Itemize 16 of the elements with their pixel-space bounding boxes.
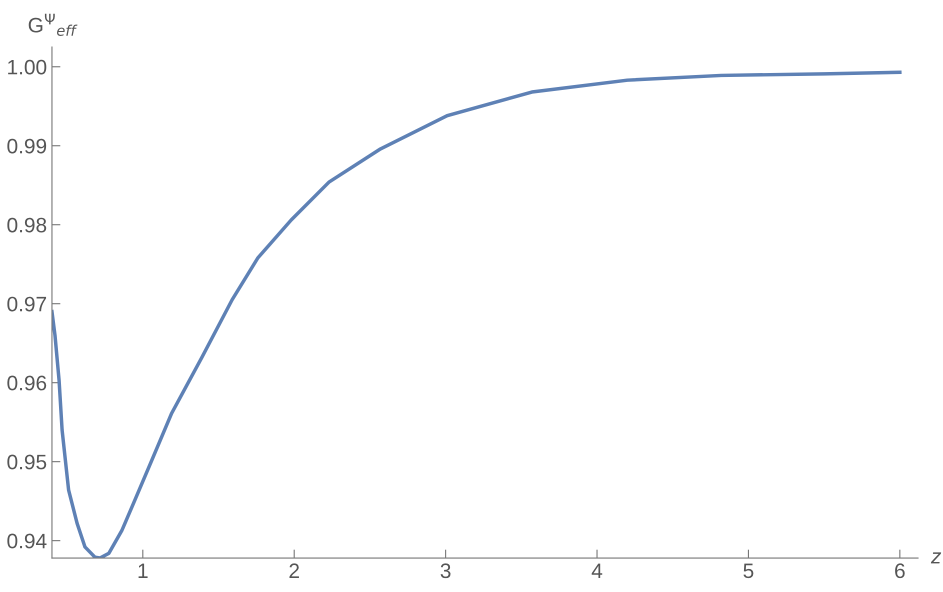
y-tick-label: 1.00 [8, 60, 46, 75]
x-tick-label: 3 [440, 563, 450, 578]
y-tick-label: 0.97 [7, 296, 46, 312]
y-tick-label: 0.95 [7, 454, 46, 470]
line-series [52, 70, 902, 558]
y-tick-label: 0.94 [7, 534, 46, 548]
x-tick-label: 1 [138, 564, 148, 578]
y-tick-label: 0.98 [7, 218, 46, 232]
x-tick-label: 4 [592, 564, 602, 578]
y-tick-label: 0.99 [7, 138, 46, 154]
y-tick-label: 0.96 [7, 376, 46, 390]
x-tick-label: 2 [289, 563, 299, 578]
x-tick-label: 5 [743, 564, 754, 578]
x-axis-title: z [930, 552, 942, 564]
x-tick-label: 6 [895, 563, 905, 578]
y-axis-title: G$^{Ψ}$$_{eff}$ [28, 14, 78, 36]
